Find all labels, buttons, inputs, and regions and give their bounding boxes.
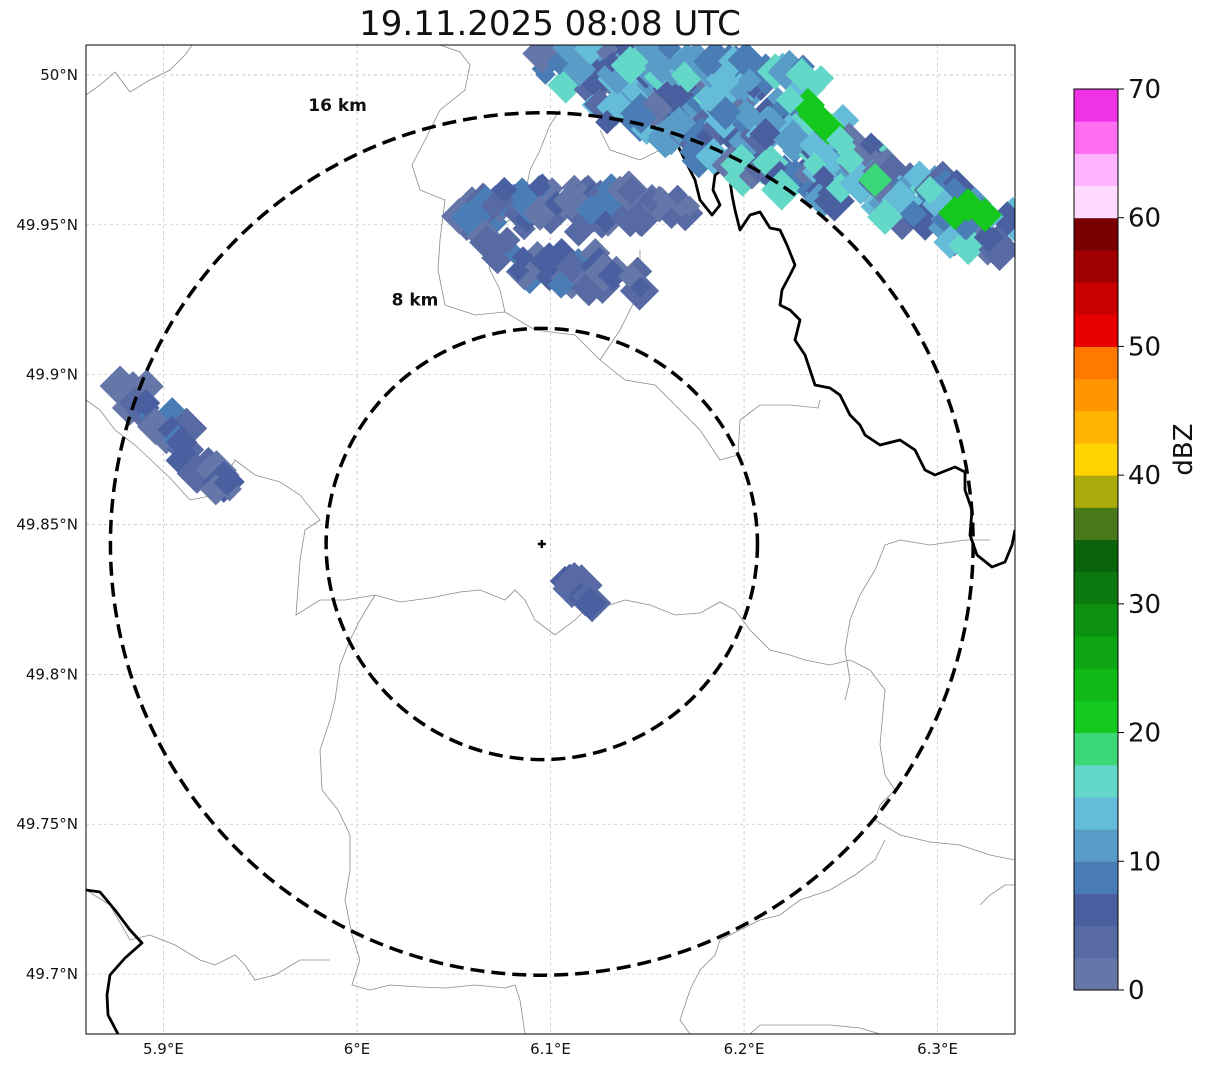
radar-echo-cell bbox=[737, 68, 762, 93]
colorbar-bin bbox=[1074, 829, 1118, 862]
latitude-tick-label: 49.7°N bbox=[26, 965, 78, 983]
colorbar-bin bbox=[1074, 603, 1118, 637]
radar-echo-cell bbox=[973, 222, 1004, 253]
radar-echo-cell bbox=[835, 145, 865, 175]
latitude-tick-label: 49.8°N bbox=[26, 665, 78, 683]
radar-reflectivity-echoes bbox=[99, 45, 1015, 623]
colorbar-bin bbox=[1074, 378, 1118, 412]
colorbar-tick-label: 50 bbox=[1128, 332, 1161, 362]
colorbar-bin bbox=[1074, 249, 1118, 283]
latitude-tick-label: 50°N bbox=[40, 66, 78, 84]
colorbar-bin bbox=[1074, 861, 1118, 894]
colorbar-tick-label: 10 bbox=[1128, 847, 1161, 877]
radar-echo-core bbox=[938, 196, 972, 230]
colorbar-bin bbox=[1074, 636, 1118, 669]
colorbar-tick-label: 60 bbox=[1128, 204, 1161, 234]
colorbar-bin bbox=[1074, 507, 1118, 540]
radar-echo-cell bbox=[678, 195, 701, 217]
radar-echo-core bbox=[968, 198, 1002, 232]
radar-echo-cell bbox=[507, 260, 530, 282]
colorbar-bin bbox=[1074, 217, 1118, 251]
colorbar-bin bbox=[1074, 539, 1118, 573]
radar-echo-cell bbox=[899, 200, 928, 228]
colorbar-bin bbox=[1074, 668, 1118, 701]
latitude-tick-label: 49.85°N bbox=[16, 516, 78, 534]
latitude-tick-label: 49.95°N bbox=[16, 216, 78, 234]
map-frame bbox=[85, 44, 1016, 1035]
colorbar-tick-label: 20 bbox=[1128, 719, 1161, 749]
colorbar-bin bbox=[1074, 925, 1118, 959]
radar-echo-cell bbox=[597, 259, 629, 291]
colorbar-bin bbox=[1074, 796, 1118, 830]
colorbar-bin bbox=[1074, 314, 1118, 347]
latitude-labels: 50°N 49.95°N 49.9°N 49.85°N 49.8°N 49.75°N 49.… bbox=[16, 66, 78, 983]
radar-echo-cell bbox=[574, 45, 608, 66]
latitude-tick-label: 49.9°N bbox=[26, 366, 78, 384]
colorbar-bin bbox=[1074, 764, 1118, 798]
colorbar-bin bbox=[1074, 185, 1118, 219]
colorbar-bin bbox=[1074, 282, 1118, 315]
radar-echo-cell bbox=[491, 176, 518, 203]
admin-boundaries bbox=[86, 45, 1015, 1034]
colorbar-bin bbox=[1074, 346, 1118, 380]
radar-echo-cell bbox=[574, 587, 607, 620]
colorbar-tick-label: 30 bbox=[1128, 590, 1161, 620]
colorbar-label: dBZ bbox=[1169, 423, 1199, 475]
longitude-tick-label: 6°E bbox=[344, 1040, 371, 1058]
radar-echo-cell bbox=[915, 175, 945, 205]
range-rings: 8 km 16 km bbox=[108, 96, 975, 977]
radar-echo-cell bbox=[825, 125, 855, 155]
colorbar-bin bbox=[1074, 442, 1118, 476]
radar-echo-cell bbox=[629, 276, 651, 298]
longitude-tick-label: 6.2°E bbox=[724, 1040, 765, 1058]
colorbar-bin bbox=[1074, 571, 1118, 605]
latitude-tick-label: 49.75°N bbox=[16, 815, 78, 833]
radar-echo-cell bbox=[657, 45, 682, 60]
colorbar-bin bbox=[1074, 121, 1118, 154]
range-ring bbox=[324, 326, 760, 762]
colorbar: 0 10 20 30 40 50 60 70 dBZ bbox=[1073, 75, 1199, 1006]
colorbar-bin bbox=[1074, 700, 1118, 734]
colorbar-bin bbox=[1074, 475, 1118, 508]
colorbar-bin bbox=[1074, 89, 1118, 122]
longitude-labels: 5.9°E 6°E 6.1°E 6.2°E 6.3°E bbox=[143, 1040, 958, 1058]
longitude-tick-label: 6.1°E bbox=[530, 1040, 571, 1058]
colorbar-bin bbox=[1074, 893, 1118, 927]
longitude-tick-label: 5.9°E bbox=[143, 1040, 184, 1058]
range-ring bbox=[108, 111, 975, 977]
radar-echo-core bbox=[858, 163, 892, 197]
map-title: 19.11.2025 08:08 UTC bbox=[359, 4, 741, 44]
colorbar-bin bbox=[1074, 410, 1118, 444]
colorbar-tick-label: 40 bbox=[1128, 461, 1161, 491]
radar-echo-cell bbox=[775, 85, 805, 115]
longitude-tick-label: 6.3°E bbox=[917, 1040, 958, 1058]
radar-echo-cell bbox=[527, 175, 552, 199]
colorbar-bin bbox=[1074, 153, 1118, 187]
colorbar-tick-label: 70 bbox=[1128, 75, 1161, 105]
colorbar-frame bbox=[1073, 88, 1119, 991]
colorbar-tick-label: 0 bbox=[1128, 976, 1145, 1006]
range-ring-label: 8 km bbox=[392, 291, 439, 311]
radar-echo-cell bbox=[213, 469, 241, 496]
colorbar-bin bbox=[1074, 732, 1118, 766]
radar-site-marker bbox=[537, 539, 546, 548]
colorbar-bin bbox=[1074, 957, 1118, 991]
range-ring-label: 16 km bbox=[308, 96, 367, 116]
